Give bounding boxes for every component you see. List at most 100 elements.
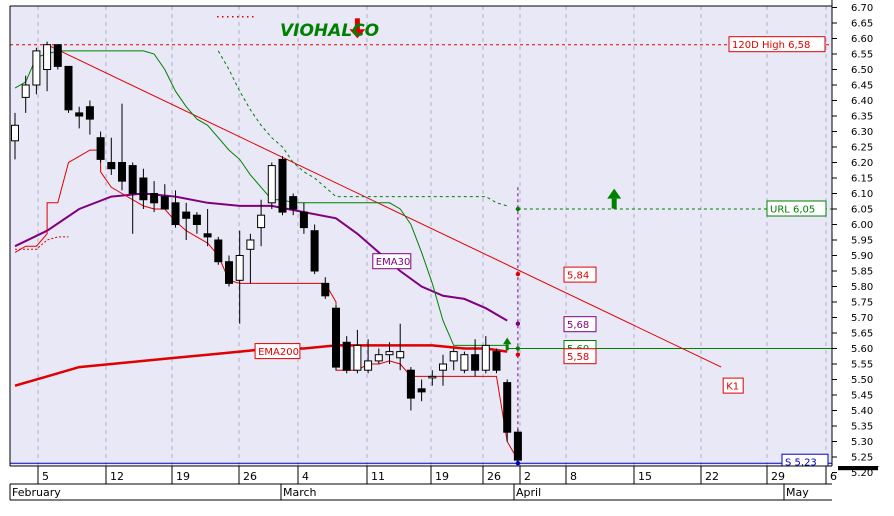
candle-body <box>374 354 383 362</box>
candlesticks <box>11 41 522 464</box>
decor-dot <box>222 16 224 18</box>
price-tick-label: 6.70 <box>851 3 873 14</box>
chart-title: VIOHALCO <box>280 21 379 41</box>
price-tick-label: 5.50 <box>851 375 873 386</box>
down-arrow-icon <box>354 18 360 31</box>
label-120d-high: 120D High 6,58 <box>732 40 810 51</box>
price-tick-label: 5.35 <box>851 422 873 433</box>
price-tick-label: 5.90 <box>851 251 873 262</box>
label-support-s: S 5,23 <box>785 458 817 469</box>
candle-body <box>513 431 522 461</box>
price-tick-label: 6.35 <box>851 112 873 123</box>
candle-body <box>53 44 62 67</box>
price-tick-label: 5.95 <box>851 236 873 247</box>
decor-dot <box>237 16 239 18</box>
marker-dot <box>515 206 521 212</box>
candle-body <box>492 351 501 371</box>
label-url-box <box>766 200 827 217</box>
decor-dot <box>217 16 219 18</box>
line-label-ema200-box <box>254 343 301 360</box>
level-label: 5,84 <box>567 271 589 282</box>
candle-body <box>246 239 255 250</box>
candle-body <box>21 84 30 98</box>
month-label: April <box>516 486 541 499</box>
candle-body <box>267 165 276 204</box>
candle-body <box>342 341 351 371</box>
decor-dot <box>242 16 244 18</box>
price-tick-label: 6.05 <box>851 205 873 216</box>
candle-body <box>396 351 405 359</box>
date-tick-label: 8 <box>570 470 577 483</box>
candle-body <box>107 162 116 170</box>
candle-body <box>96 137 105 160</box>
up-arrow-icon <box>611 198 617 209</box>
price-tick-label: 5.60 <box>851 344 873 355</box>
level-label: 5,58 <box>567 352 589 363</box>
month-label: February <box>12 486 61 499</box>
decor-dot <box>252 16 254 18</box>
up-arrow-icon <box>607 188 622 199</box>
candle-body <box>43 44 52 70</box>
price-tick-label: 6.25 <box>851 143 873 154</box>
candle-body <box>160 196 169 210</box>
candle-body <box>310 230 319 272</box>
date-tick-label: 4 <box>302 470 309 483</box>
label-k1-box <box>722 377 744 394</box>
price-tick-label: 6.60 <box>851 34 873 45</box>
marker-dot <box>515 461 521 466</box>
label-k1: K1 <box>726 382 739 393</box>
candle-body <box>289 196 298 210</box>
price-tick-label: 6.50 <box>851 65 873 76</box>
annotations: 120D High 6,58S 5,235,60URL 6,055,845,68… <box>217 16 881 471</box>
month-label: May <box>786 486 809 499</box>
price-tick-label: 5.70 <box>851 313 873 324</box>
label-120d-high-box <box>728 36 826 53</box>
up-arrow-icon <box>505 344 509 351</box>
indicator-line-5 <box>217 50 508 207</box>
marker-dot <box>515 352 521 357</box>
date-tick-label: 26 <box>487 470 501 483</box>
candle-body <box>11 124 19 142</box>
candle-body <box>192 214 201 225</box>
date-tick-label: 19 <box>176 470 190 483</box>
date-tick-label: 12 <box>110 470 124 483</box>
candle-body <box>118 162 126 182</box>
candle-body <box>471 354 480 371</box>
indicator-line-4 <box>14 50 508 346</box>
candle-body <box>214 239 223 263</box>
decor-dot <box>232 16 234 18</box>
candle-body <box>428 375 437 379</box>
price-tick-label: 5.45 <box>851 391 873 402</box>
month-label: March <box>283 486 317 499</box>
candle-body <box>299 211 308 229</box>
price-tick-label: 5.85 <box>851 267 873 278</box>
candle-body <box>417 388 426 393</box>
candle-body <box>332 307 340 368</box>
level-label-box <box>563 266 597 283</box>
price-tick-label: 5.75 <box>851 298 873 309</box>
candle-body <box>439 363 447 371</box>
candle-body <box>385 351 394 356</box>
candle-body <box>139 177 148 201</box>
candle-body <box>353 344 362 371</box>
candle-body <box>64 65 73 111</box>
candle-body <box>321 282 330 297</box>
candle-body <box>85 106 94 120</box>
price-tick-label: 6.15 <box>851 174 873 185</box>
candle-body <box>449 351 458 362</box>
down-arrow-icon <box>349 29 366 39</box>
candle-body <box>182 211 191 219</box>
date-tick-label: 22 <box>705 470 719 483</box>
marker-dot <box>515 346 521 351</box>
candle-body <box>150 193 159 204</box>
price-tick-label: 6.45 <box>851 81 873 92</box>
candle-body <box>75 112 84 117</box>
decor-dot <box>227 16 229 18</box>
marker-dot <box>515 321 521 326</box>
up-arrow-icon <box>503 337 512 345</box>
price-tick-label: 5.65 <box>851 329 873 340</box>
candle-body <box>460 354 469 371</box>
candle-body <box>128 165 137 195</box>
